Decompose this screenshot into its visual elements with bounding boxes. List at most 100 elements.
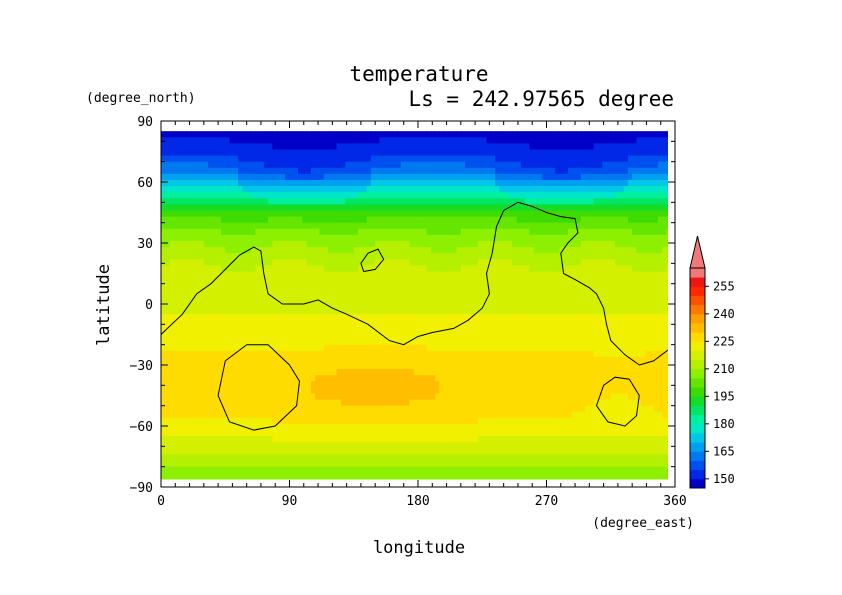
heatmap-cell [435, 131, 441, 138]
heatmap-cell [208, 289, 213, 297]
heatmap-cell [409, 155, 415, 163]
heatmap-cell [165, 198, 171, 205]
heatmap-cell [263, 234, 269, 242]
heatmap-cell [409, 295, 415, 303]
heatmap-cell [293, 173, 299, 181]
heatmap-cell [276, 375, 282, 382]
heatmap-cell [203, 198, 209, 205]
heatmap-cell [186, 131, 192, 138]
heatmap-cell [340, 277, 346, 285]
heatmap-cell [225, 326, 231, 334]
heatmap-cell [640, 143, 646, 151]
heatmap-cell [585, 173, 590, 181]
heatmap-cell [229, 210, 235, 218]
heatmap-cell [507, 326, 513, 334]
heatmap-cell [597, 332, 603, 340]
heatmap-cell [418, 326, 423, 334]
heatmap-cell [546, 216, 552, 224]
heatmap-cell [465, 234, 470, 242]
heatmap-cell [606, 204, 612, 212]
heatmap-cell [580, 234, 586, 242]
heatmap-cell [546, 271, 552, 279]
heatmap-cell [263, 179, 269, 187]
heatmap-cell [495, 362, 500, 370]
heatmap-cell [452, 301, 458, 309]
heatmap-cell [280, 131, 286, 138]
heatmap-cell [662, 240, 668, 248]
heatmap-cell [353, 204, 359, 212]
heatmap-cell [469, 326, 475, 334]
heatmap-cell [447, 320, 453, 327]
heatmap-cell [388, 173, 393, 181]
heatmap-cell [328, 301, 333, 309]
heatmap-cell [435, 192, 441, 199]
heatmap-cell [169, 356, 175, 364]
heatmap-cell [161, 131, 166, 138]
heatmap-cell [178, 283, 184, 291]
heatmap-cell [225, 362, 231, 370]
heatmap-cell [332, 179, 338, 187]
heatmap-cell [195, 375, 201, 382]
heatmap-cell [477, 149, 483, 157]
heatmap-cell [199, 320, 205, 327]
heatmap-cell [225, 143, 231, 151]
heatmap-cell [388, 369, 393, 376]
heatmap-cell [580, 265, 586, 273]
heatmap-cell [336, 234, 342, 242]
heatmap-cell [542, 173, 548, 181]
heatmap-cell [606, 131, 612, 138]
heatmap-cell [340, 161, 346, 169]
heatmap-cell [555, 161, 560, 169]
heatmap-cell [422, 265, 428, 273]
heatmap-cell [615, 271, 620, 279]
heatmap-cell [606, 173, 612, 181]
heatmap-cell [623, 271, 629, 279]
heatmap-cell [182, 143, 188, 151]
heatmap-cell [310, 356, 316, 364]
heatmap-cell [315, 234, 321, 242]
heatmap-cell [233, 186, 239, 193]
heatmap-cell [233, 356, 239, 364]
heatmap-cell [332, 198, 338, 205]
heatmap-cell [516, 143, 522, 151]
heatmap-cell [233, 210, 239, 218]
heatmap-cell [430, 289, 436, 297]
heatmap-cell [199, 192, 205, 199]
heatmap-cell [349, 283, 355, 291]
heatmap-cell [392, 131, 398, 138]
heatmap-cell [302, 253, 308, 260]
heatmap-cell [388, 314, 393, 321]
heatmap-cell [276, 198, 282, 205]
heatmap-cell [199, 210, 205, 218]
heatmap-cell [405, 228, 411, 236]
heatmap-cell [328, 320, 333, 327]
heatmap-cell [627, 131, 633, 138]
heatmap-cell [447, 161, 453, 169]
heatmap-cell [550, 216, 556, 224]
heatmap-cell [585, 356, 590, 364]
heatmap-cell [268, 204, 273, 212]
heatmap-cell [585, 314, 590, 321]
heatmap-cell [435, 204, 441, 212]
heatmap-cell [370, 259, 376, 266]
heatmap-cell [328, 369, 333, 376]
heatmap-cell [576, 369, 582, 376]
heatmap-cell [469, 137, 475, 144]
heatmap-cell [610, 369, 616, 376]
heatmap-cell [366, 326, 372, 334]
heatmap-cell [250, 161, 256, 169]
heatmap-cell [362, 362, 368, 370]
heatmap-cell [615, 344, 620, 352]
heatmap-cell [606, 314, 612, 321]
heatmap-cell [250, 149, 256, 157]
heatmap-cell [435, 186, 441, 193]
heatmap-cell [298, 362, 303, 370]
heatmap-cell [559, 369, 565, 376]
heatmap-cell [418, 149, 423, 157]
heatmap-cell [499, 362, 505, 370]
heatmap-cell [627, 338, 633, 346]
heatmap-cell [405, 222, 411, 230]
heatmap-cell [285, 222, 291, 230]
heatmap-cell [358, 198, 363, 205]
heatmap-cell [285, 173, 291, 181]
